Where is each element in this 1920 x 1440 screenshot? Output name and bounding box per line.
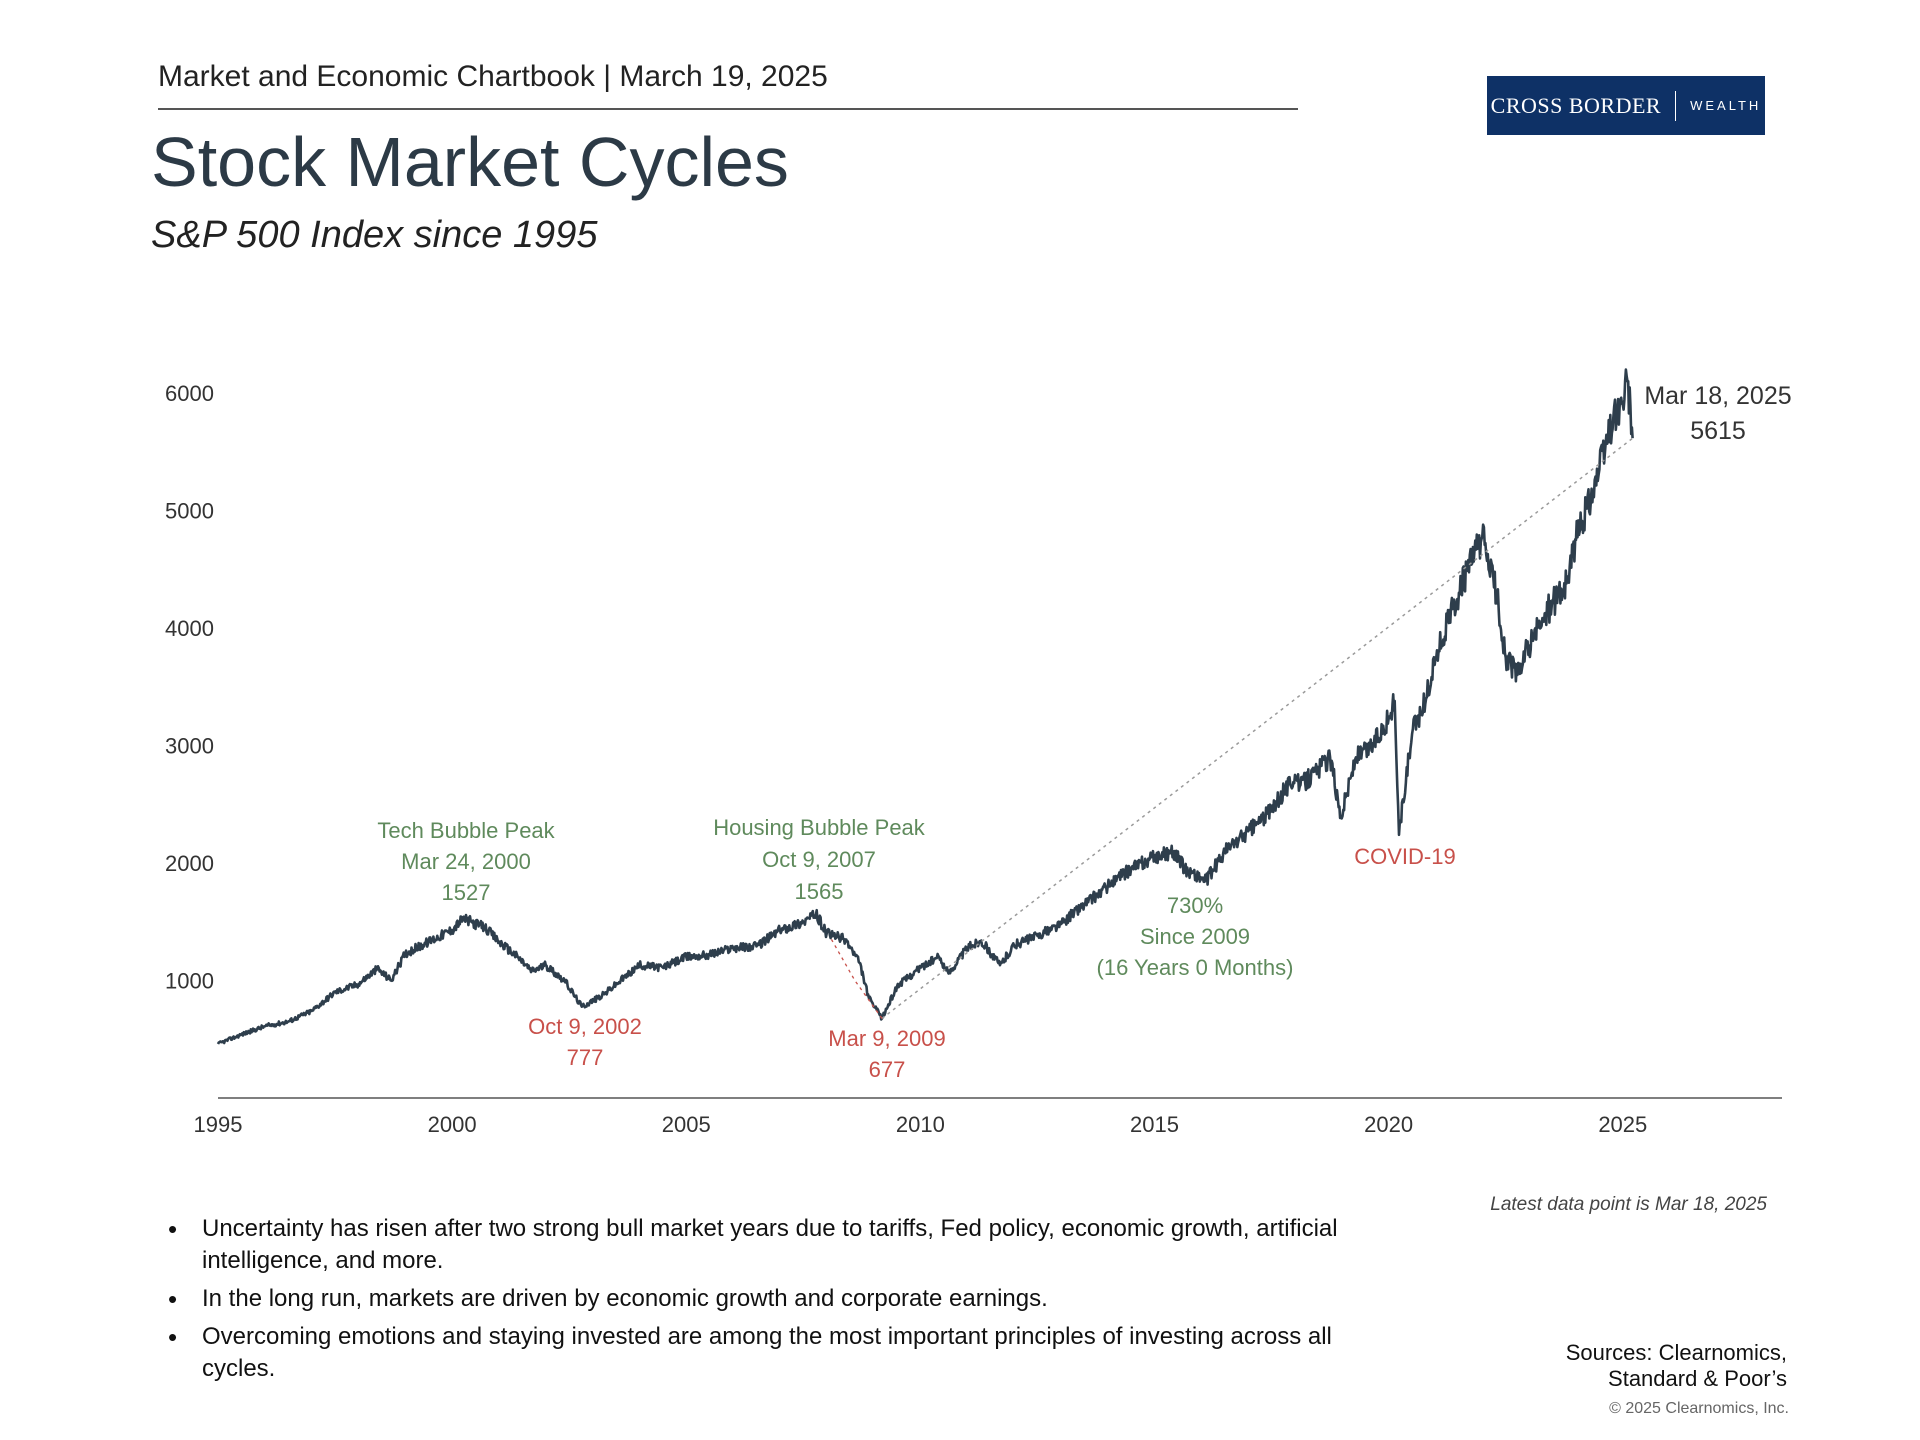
y-tick-label: 3000 [165,734,214,759]
bullet-item: In the long run, markets are driven by e… [168,1283,1388,1315]
annotation-latest-label: 5615 [1690,417,1746,445]
bullet-item: Uncertainty has risen after two strong b… [168,1213,1388,1277]
annotation-latest-label: Mar 18, 2025 [1644,382,1791,410]
cross-border-wealth-logo: CROSS BORDER WEALTH [1487,76,1765,135]
sources: Sources: Clearnomics, Standard & Poor’s [1566,1340,1787,1392]
annotation-tech-peak-label: Mar 24, 2000 [401,849,531,874]
x-tick-label: 2015 [1130,1112,1179,1137]
annotation-housing-peak-label: Oct 9, 2007 [762,847,876,872]
header-divider [158,108,1298,110]
bullet-list: Uncertainty has risen after two strong b… [168,1213,1388,1391]
annotation-gain-since-2009-label: Since 2009 [1140,924,1250,949]
annotation-tech-peak-label: Tech Bubble Peak [377,818,555,843]
x-tick-label: 2005 [662,1112,711,1137]
x-tick-label: 2010 [896,1112,945,1137]
annotation-trough-2009-label: Mar 9, 2009 [828,1026,945,1051]
logo-main-text: CROSS BORDER [1490,92,1662,118]
annotation-housing-peak-label: 1565 [795,879,844,904]
x-tick-label: 2000 [428,1112,477,1137]
sources-line: Standard & Poor’s [1608,1366,1787,1391]
x-tick-label: 1995 [194,1112,243,1137]
sources-line: Sources: Clearnomics, [1565,1340,1787,1365]
chartbook-header: Market and Economic Chartbook | March 19… [158,60,828,93]
annotation-covid-label: COVID-19 [1354,844,1455,869]
y-tick-label: 1000 [165,969,214,994]
y-tick-label: 4000 [165,616,214,641]
x-tick-label: 2020 [1364,1112,1413,1137]
x-tick-label: 2025 [1598,1112,1647,1137]
annotation-tech-peak-label: 1527 [442,880,491,905]
annotation-trough-2002-label: Oct 9, 2002 [528,1014,642,1039]
annotation-gain-since-2009-label: (16 Years 0 Months) [1097,955,1294,980]
dip-connector-line [830,939,883,1019]
bullet-item: Overcoming emotions and staying invested… [168,1321,1388,1385]
y-tick-label: 2000 [165,851,214,876]
copyright: © 2025 Clearnomics, Inc. [1609,1400,1789,1417]
page-title: Stock Market Cycles [151,123,789,201]
logo-divider [1675,90,1677,121]
annotation-trough-2002-label: 777 [567,1045,604,1070]
annotation-housing-peak-label: Housing Bubble Peak [713,815,926,840]
annotation-gain-since-2009-label: 730% [1167,893,1223,918]
sp500-series-line [216,368,1634,1045]
latest-data-note: Latest data point is Mar 18, 2025 [1490,1194,1767,1215]
y-tick-label: 6000 [165,381,214,406]
logo-sub-text: WEALTH [1690,98,1762,113]
trend-line [881,437,1634,1020]
page-subtitle: S&P 500 Index since 1995 [151,214,598,256]
y-tick-label: 5000 [165,499,214,524]
annotation-trough-2009-label: 677 [869,1057,906,1082]
